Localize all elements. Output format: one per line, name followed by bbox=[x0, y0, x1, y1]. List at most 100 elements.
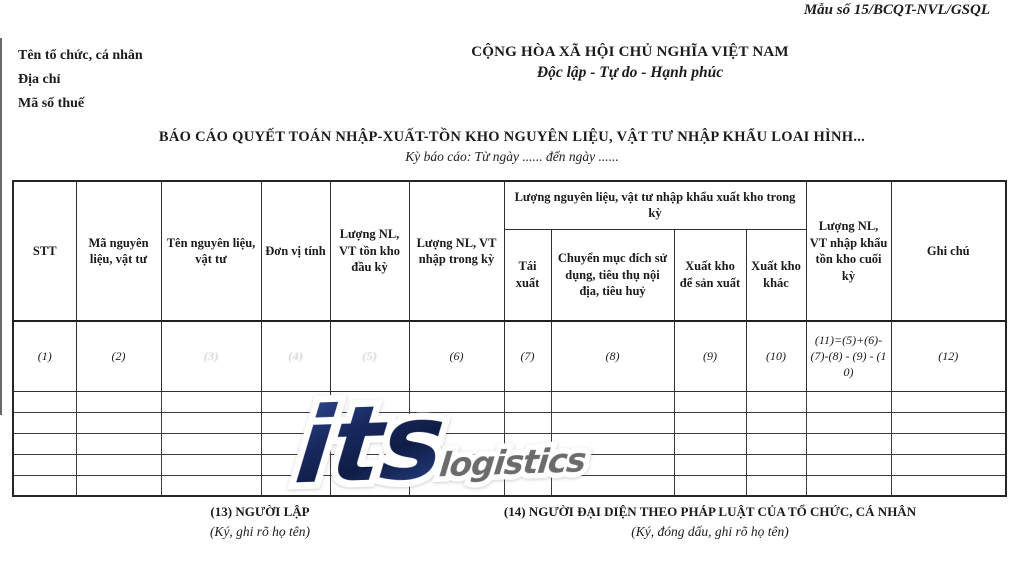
empty-cell bbox=[673, 432, 747, 455]
empty-cell bbox=[160, 390, 262, 413]
empty-cell bbox=[673, 453, 747, 476]
tax-code-label: Mã số thuế bbox=[18, 96, 85, 111]
empty-cell bbox=[745, 411, 807, 434]
empty-cell bbox=[329, 453, 410, 476]
empty-cell bbox=[550, 453, 675, 476]
empty-cell bbox=[673, 474, 747, 497]
col-header-group-issued: Lượng nguyên liệu, vật tư nhập khẩu xuất… bbox=[503, 180, 807, 230]
col-header-reexport: Tái xuất bbox=[503, 228, 552, 322]
empty-cell bbox=[329, 390, 410, 413]
header-rows: STT Mã nguyên liệu, vật tư Tên nguyên li… bbox=[12, 180, 1007, 392]
empty-cell bbox=[329, 432, 410, 455]
header-row-1: STT Mã nguyên liệu, vật tư Tên nguyên li… bbox=[12, 180, 1007, 322]
empty-cell bbox=[260, 474, 331, 497]
empty-cell bbox=[75, 474, 162, 497]
index-cell-formula: (11)=(5)+(6)-(7)-(8) - (9) - (10) bbox=[805, 320, 892, 392]
empty-cell bbox=[260, 453, 331, 476]
empty-cell bbox=[408, 411, 505, 434]
index-cell-faded: (3) bbox=[160, 320, 262, 392]
empty-cell bbox=[745, 474, 807, 497]
column-index-row: (1) (2) (3) (4) (5) (6) (7) (8) (9) (10)… bbox=[12, 320, 1007, 392]
national-motto: Độc lập - Tự do - Hạnh phúc bbox=[536, 64, 724, 81]
report-period: Kỳ báo cáo: Từ ngày ...... đến ngày ....… bbox=[405, 149, 619, 164]
index-cell: (8) bbox=[550, 320, 675, 392]
empty-cell bbox=[890, 390, 1007, 413]
preparer-signature-block: (13) NGƯỜI LẬP (Ký, ghi rõ họ tên) bbox=[110, 504, 410, 540]
empty-cell bbox=[12, 474, 77, 497]
index-cell-faded: (5) bbox=[329, 320, 410, 392]
empty-row bbox=[12, 474, 1007, 497]
empty-cell bbox=[75, 390, 162, 413]
national-title: CỘNG HÒA XÃ HỘI CHỦ NGHĨA VIỆT NAM bbox=[471, 44, 789, 60]
empty-cell bbox=[260, 432, 331, 455]
empty-cell bbox=[12, 453, 77, 476]
index-cell: (2) bbox=[75, 320, 162, 392]
empty-cell bbox=[12, 411, 77, 434]
empty-cell bbox=[75, 453, 162, 476]
empty-cell bbox=[805, 453, 892, 476]
address-label: Địa chỉ bbox=[18, 72, 61, 87]
legal-representative-instruction: (Ký, đóng dấu, ghi rõ họ tên) bbox=[631, 524, 789, 539]
empty-cell bbox=[260, 411, 331, 434]
preparer-instruction: (Ký, ghi rõ họ tên) bbox=[209, 524, 311, 539]
empty-row bbox=[12, 453, 1007, 476]
col-header-issue-production: Xuất kho để sản xuất bbox=[673, 228, 747, 322]
index-cell-faded: (4) bbox=[260, 320, 331, 392]
legal-representative-signature-block: (14) NGƯỜI ĐẠI DIỆN THEO PHÁP LUẬT CỦA T… bbox=[460, 504, 960, 540]
col-header-material-code: Mã nguyên liệu, vật tư bbox=[75, 180, 162, 322]
form-number: Mẫu số 15/BCQT-NVL/GSQL bbox=[803, 2, 990, 18]
empty-cell bbox=[329, 411, 410, 434]
col-header-material-name: Tên nguyên liệu, vật tư bbox=[160, 180, 262, 322]
empty-cell bbox=[805, 390, 892, 413]
empty-cell bbox=[550, 411, 675, 434]
preparer-title: (13) NGƯỜI LẬP bbox=[210, 504, 310, 519]
index-cell: (1) bbox=[12, 320, 77, 392]
empty-cell bbox=[745, 432, 807, 455]
empty-cell bbox=[160, 474, 262, 497]
empty-cell bbox=[550, 474, 675, 497]
empty-row bbox=[12, 432, 1007, 455]
empty-cell bbox=[408, 390, 505, 413]
empty-cell bbox=[503, 411, 552, 434]
col-header-imported-in-period: Lượng NL, VT nhập trong kỳ bbox=[408, 180, 505, 322]
col-header-repurpose: Chuyển mục đích sử dụng, tiêu thụ nội đị… bbox=[550, 228, 675, 322]
national-header: CỘNG HÒA XÃ HỘI CHỦ NGHĨA VIỆT NAM Độc l… bbox=[370, 44, 890, 82]
empty-cell bbox=[550, 432, 675, 455]
legal-representative-title: (14) NGƯỜI ĐẠI DIỆN THEO PHÁP LUẬT CỦA T… bbox=[503, 504, 917, 519]
empty-cell bbox=[160, 453, 262, 476]
empty-cell bbox=[503, 474, 552, 497]
scan-edge-artifact bbox=[0, 38, 2, 415]
empty-cell bbox=[745, 390, 807, 413]
empty-cell bbox=[673, 390, 747, 413]
col-header-unit: Đơn vị tính bbox=[260, 180, 331, 322]
empty-cell bbox=[890, 474, 1007, 497]
index-cell: (12) bbox=[890, 320, 1007, 392]
empty-cell bbox=[550, 390, 675, 413]
col-header-notes: Ghi chú bbox=[890, 180, 1007, 322]
index-cell: (7) bbox=[503, 320, 552, 392]
empty-cell bbox=[745, 453, 807, 476]
empty-cell bbox=[890, 411, 1007, 434]
organization-block: Tên tổ chức, cá nhân Địa chỉ Mã số thuế bbox=[18, 44, 143, 116]
empty-cell bbox=[503, 432, 552, 455]
empty-row bbox=[12, 411, 1007, 434]
empty-cell bbox=[408, 432, 505, 455]
empty-cell bbox=[12, 432, 77, 455]
header-row-2: Tái xuất Chuyển mục đích sử dụng, tiêu t… bbox=[13, 228, 1006, 322]
org-name-label: Tên tổ chức, cá nhân bbox=[18, 48, 143, 63]
empty-cell bbox=[160, 411, 262, 434]
col-header-issue-other: Xuất kho khác bbox=[745, 228, 807, 322]
col-header-opening-stock: Lượng NL, VT tồn kho đầu kỳ bbox=[329, 180, 410, 322]
col-header-closing-stock: Lượng NL, VT nhập khẩu tồn kho cuối kỳ bbox=[805, 180, 892, 322]
index-cell: (9) bbox=[673, 320, 747, 392]
empty-cell bbox=[12, 390, 77, 413]
col-header-stt: STT bbox=[12, 180, 77, 322]
empty-cell bbox=[503, 390, 552, 413]
index-cell: (6) bbox=[408, 320, 505, 392]
empty-cell bbox=[408, 453, 505, 476]
empty-cell bbox=[329, 474, 410, 497]
empty-cell bbox=[75, 411, 162, 434]
empty-cell bbox=[260, 390, 331, 413]
index-cell: (10) bbox=[745, 320, 807, 392]
